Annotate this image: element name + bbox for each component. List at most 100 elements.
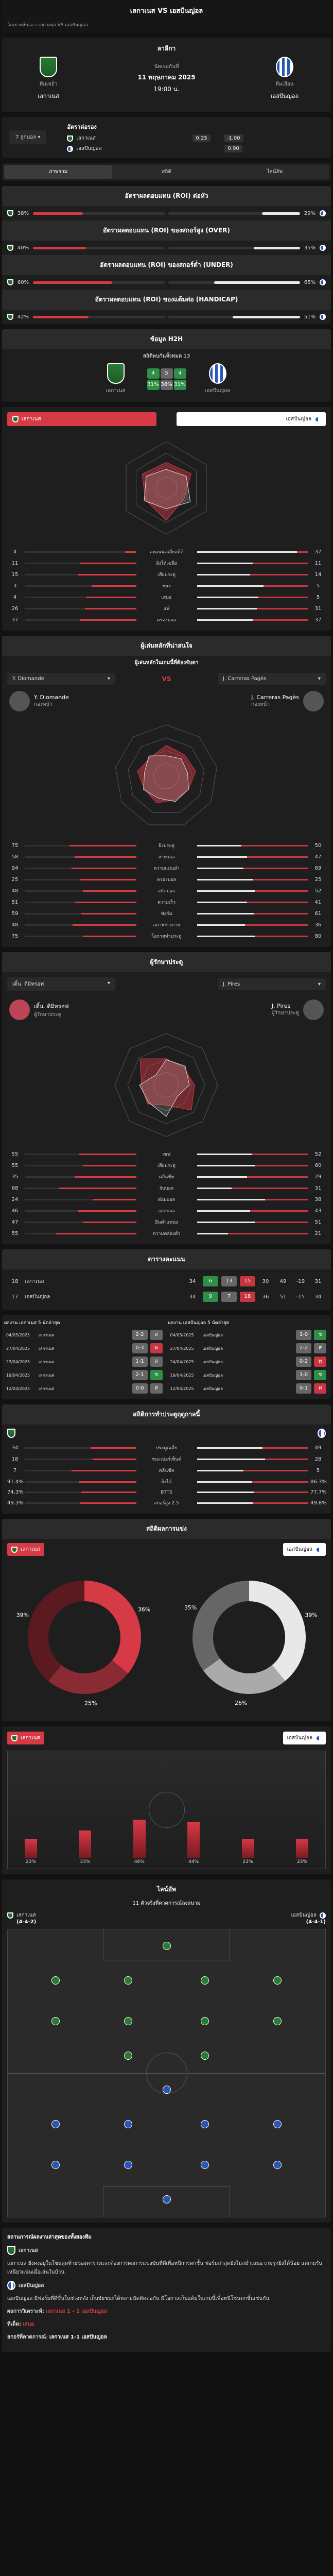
timing-away-tab[interactable]: เอสปันญ่อล bbox=[283, 1732, 326, 1744]
goalkeeper-title: ผู้รักษาประตู bbox=[2, 952, 331, 972]
away-team-name: เอสปันญ่อล bbox=[270, 93, 299, 99]
leganes-crest-icon bbox=[11, 1735, 17, 1741]
pie-label: 39% bbox=[16, 1612, 29, 1619]
h2h-subtitle: สถิติพบกันทั้งหมด 13 bbox=[143, 353, 190, 359]
stat-row: 34 ประตูเฉลี่ย 49 bbox=[11, 1445, 322, 1451]
player-marker[interactable] bbox=[200, 2051, 209, 2061]
radar-series bbox=[142, 462, 191, 521]
stat-row: 25 ครองบอล 25 bbox=[11, 876, 322, 883]
list-item[interactable]: 19/04/2025 เอสปันญ่อล 1-0 ช bbox=[168, 1368, 329, 1382]
analysis-panel: สถานการณ์ผลงานล่าสุดของทั้งสองทีม เลกาเน… bbox=[2, 2228, 331, 2352]
home-last5-list: 04/05/2025 เลกาเนส 2-2 ส 27/04/2025 เลกาเนส 0-… bbox=[4, 1328, 165, 1395]
player-marker[interactable] bbox=[51, 2160, 60, 2170]
player-marker[interactable] bbox=[124, 2016, 133, 2026]
pie-slice bbox=[48, 1660, 128, 1694]
left-goalkeeper-dropdown[interactable]: เดิ้น. ดิมิทรอฟ ▾ bbox=[7, 977, 115, 991]
player-marker[interactable] bbox=[273, 2160, 282, 2170]
player-marker[interactable] bbox=[200, 2160, 209, 2170]
list-item[interactable]: 24/04/2025 เอสปันญ่อล 0-2 พ bbox=[168, 1355, 329, 1368]
player-marker[interactable] bbox=[162, 2086, 171, 2095]
results-pie-chart: 36% 25% 39% 39% 26% 35% bbox=[16, 1581, 318, 1706]
goal-timing-bars: 23% 33% 46% 44% 23% 23% bbox=[8, 1807, 325, 1869]
radar-grid bbox=[115, 724, 218, 825]
stat-row: 35 คลีนชีท 29 bbox=[11, 1174, 322, 1180]
player-marker[interactable] bbox=[200, 2016, 209, 2026]
list-item[interactable]: 04/05/2025 เอสปันญ่อล 1-0 ช bbox=[168, 1328, 329, 1342]
player-avatar bbox=[303, 999, 324, 1020]
player-avatar bbox=[303, 691, 324, 711]
player-marker[interactable] bbox=[273, 1976, 282, 1986]
right-player-dropdown[interactable]: J. Carreras Pagès ▾ bbox=[218, 673, 326, 685]
timing-bar: 33% bbox=[77, 1811, 93, 1865]
season-stats-panel: สถิติการทำประตูฤดูกาลนี้ 34 ประตูเฉลี่ย 49… bbox=[2, 1404, 331, 1514]
list-item[interactable]: 27/04/2025 เอสปันญ่อล 2-2 ส bbox=[168, 1342, 329, 1355]
stat-row: 18 ชนะเปอร์เซ็นต์ 28 bbox=[11, 1456, 322, 1463]
tab-lineup[interactable]: ไลน์อัพ bbox=[220, 165, 329, 179]
radar-grid bbox=[141, 750, 192, 801]
right-goalkeeper-dropdown[interactable]: J. Pires ▾ bbox=[218, 978, 326, 990]
player-marker[interactable] bbox=[124, 2160, 133, 2170]
player-marker[interactable] bbox=[51, 2120, 60, 2129]
tab-overview[interactable]: ภาพรวม bbox=[4, 165, 113, 179]
leganes-crest-icon bbox=[7, 314, 13, 320]
player-marker[interactable] bbox=[51, 1976, 60, 1986]
title-bar: เลกาเนส VS เอสปันญ่อล วิเคราะห์บอล › เลก… bbox=[2, 0, 331, 32]
home-team[interactable]: ทีมเหย้า เลกาเนส bbox=[17, 57, 79, 100]
season-stat-list: 34 ประตูเฉลี่ย 49 18 ชนะเปอร์เซ็นต์ 28 7 คลีนชี… bbox=[2, 1442, 331, 1509]
odds-filter-dropdown[interactable]: 7 ลูกบอล ▾ bbox=[9, 130, 47, 144]
left-player-dropdown[interactable]: Y. Diomande ▾ bbox=[7, 673, 115, 685]
stat-row: 68 จับบอล 31 bbox=[11, 1185, 322, 1192]
stat-row: 74.3% BTTS 77.7% bbox=[7, 1489, 327, 1495]
table-row[interactable]: 18 เลกาเนส 34 6 13 15 30 49 -19 31 bbox=[7, 1274, 326, 1289]
espanyol-crest-icon bbox=[320, 210, 326, 216]
list-item[interactable]: 12/04/2025 เอสปันญ่อล 0-1 พ bbox=[168, 1382, 329, 1395]
stat-row: 11 ยิงได้เฉลี่ย 11 bbox=[11, 560, 322, 567]
breadcrumb: วิเคราะห์บอล › เลกาเนส VS เอสปันญ่อล bbox=[7, 23, 88, 28]
player-marker[interactable] bbox=[162, 2195, 171, 2205]
player-marker[interactable] bbox=[124, 2051, 133, 2061]
radar-grid bbox=[126, 441, 207, 535]
season-stats-title: สถิติการทำประตูฤดูกาลนี้ bbox=[2, 1404, 331, 1425]
stat-row: 7 คลีนชีท 5 bbox=[13, 1467, 320, 1474]
pie-slice bbox=[28, 1581, 85, 1681]
leganes-crest-icon bbox=[107, 363, 125, 384]
player-marker[interactable] bbox=[124, 2120, 133, 2129]
player-marker[interactable] bbox=[162, 1942, 171, 1951]
stat-row: 58 จ่ายบอล 47 bbox=[11, 854, 322, 860]
away-team-selector[interactable]: เอสปันญ่อล bbox=[177, 412, 326, 426]
player-marker[interactable] bbox=[273, 2120, 282, 2129]
standings-panel: ตารางคะแนน 18 เลกาเนส 34 6 13 15 30 49 -19 31 17 เอ… bbox=[2, 1249, 331, 1310]
list-item[interactable]: 12/04/2025 เลกาเนส 0-0 ส bbox=[4, 1382, 165, 1395]
list-item[interactable]: 23/04/2025 เลกาเนส 1-1 ส bbox=[4, 1355, 165, 1368]
table-row[interactable]: 17 เอสปันญ่อล 34 9 7 18 36 51 -15 34 bbox=[7, 1289, 326, 1304]
player-marker[interactable] bbox=[124, 1976, 133, 1986]
standings-table: 18 เลกาเนส 34 6 13 15 30 49 -19 31 17 เอสปันญ่อล 34 9… bbox=[7, 1274, 326, 1304]
radar-grid bbox=[127, 1046, 205, 1124]
goalkeeper-panel: ผู้รักษาประตู เดิ้น. ดิมิทรอฟ ▾ J. Pires ▾… bbox=[2, 952, 331, 1244]
roi-title: อัตราผลตอบแทน (ROI) ของแต้มต่อ (HANDICAP… bbox=[2, 290, 331, 310]
pie-slice bbox=[249, 1581, 306, 1681]
tab-stats[interactable]: สถิติ bbox=[112, 165, 221, 179]
list-item[interactable]: 04/05/2025 เลกาเนส 2-2 ส bbox=[4, 1328, 165, 1342]
timing-bar: 23% bbox=[294, 1811, 310, 1865]
away-team[interactable]: ทีมเยือน เอสปันญ่อล bbox=[254, 57, 316, 100]
espanyol-crest-icon bbox=[7, 2281, 15, 2290]
player-radar-chart bbox=[115, 724, 218, 825]
list-item[interactable]: 27/04/2025 เลกาเนส 0-3 พ bbox=[4, 1342, 165, 1355]
espanyol-crest-icon bbox=[316, 1735, 322, 1741]
stat-row: 4 คะแนนเฉลี่ยสถิติ 37 bbox=[13, 549, 322, 555]
stat-row: 46 ออกบอล 43 bbox=[11, 1208, 322, 1214]
stat-row: 48 สภาพร่างกาย 36 bbox=[11, 922, 322, 928]
radar-series bbox=[139, 1059, 190, 1117]
player-marker[interactable] bbox=[200, 2120, 209, 2129]
leganes-crest-icon bbox=[7, 279, 13, 285]
player-marker[interactable] bbox=[273, 2016, 282, 2026]
home-team-selector[interactable]: เลกาเนส bbox=[7, 412, 156, 426]
espanyol-crest-icon bbox=[316, 1546, 322, 1553]
timing-home-tab[interactable]: เลกาเนส bbox=[7, 1732, 44, 1744]
player-marker[interactable] bbox=[200, 1976, 209, 1986]
breadcrumb-home[interactable]: วิเคราะห์บอล bbox=[7, 23, 34, 28]
radar-grid bbox=[114, 1033, 218, 1137]
list-item[interactable]: 19/04/2025 เลกาเนส 2-1 ช bbox=[4, 1368, 165, 1382]
player-marker[interactable] bbox=[51, 2016, 60, 2026]
